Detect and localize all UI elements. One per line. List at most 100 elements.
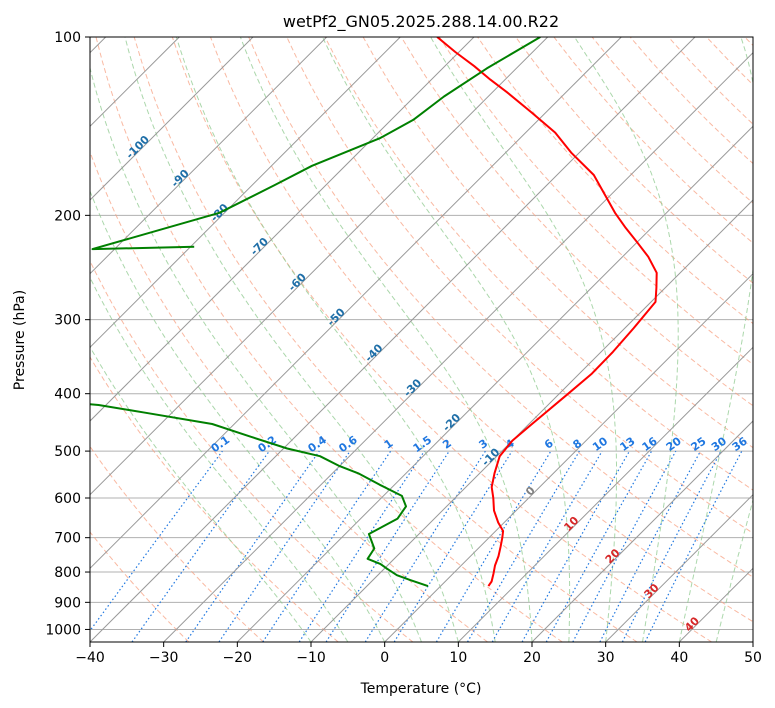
mixing-ratio-line — [185, 450, 320, 642]
x-tick-label: 40 — [670, 650, 688, 666]
dry-adiabats — [90, 37, 753, 642]
isotherm-line — [163, 51, 753, 642]
dewpoint-profile — [90, 403, 429, 588]
mixing-ratio-line — [621, 450, 722, 642]
dry-adiabat-line — [133, 37, 638, 642]
isotherm-label: -20 — [440, 411, 463, 434]
chart-title: wetPf2_GN05.2025.288.14.00.R22 — [283, 12, 559, 32]
dry-adiabat-line — [90, 445, 264, 642]
x-axis: −40 −30 −20 −10 0 10 20 30 40 50 — [75, 642, 762, 666]
dewpoint_upper-profile — [91, 37, 541, 251]
x-tick-label: 20 — [523, 650, 541, 666]
dry-adiabat-line — [744, 37, 753, 47]
dry-adiabat-line — [248, 37, 753, 578]
mixing-ratio-label: 0.6 — [336, 433, 360, 455]
isotherm-label: -50 — [325, 305, 348, 328]
sounding-profiles — [90, 37, 658, 588]
background-grid — [90, 37, 753, 630]
x-tick-label: −30 — [149, 650, 179, 666]
y-tick-label: 400 — [54, 387, 81, 403]
mixing-ratio-label: 1 — [382, 437, 396, 452]
mixing-ratio-line — [466, 450, 580, 642]
mixing-ratio-label: 0.1 — [209, 433, 232, 455]
isotherm-line — [605, 493, 753, 642]
isotherm-line — [531, 420, 753, 642]
mixing-ratio-line — [262, 450, 392, 642]
isotherm-label: -70 — [248, 235, 271, 258]
dry-adiabat-line — [90, 356, 339, 642]
y-tick-label: 900 — [54, 595, 81, 611]
skewed-isotherms — [90, 37, 753, 642]
isotherm-line — [90, 37, 401, 349]
dry-adiabat-line — [210, 37, 753, 623]
dry-adiabat-line — [591, 37, 753, 204]
mixing-ratio-line — [572, 450, 677, 642]
isotherm-line — [678, 567, 753, 642]
moist-adiabat-line — [90, 276, 349, 642]
mixing-ratio-line — [644, 450, 743, 642]
mixing-ratio-line — [131, 450, 270, 642]
mixing-ratio-line — [393, 450, 513, 642]
mixing-ratio-label: 2 — [440, 437, 454, 452]
x-tick-label: −10 — [296, 650, 326, 666]
isotherm-line — [90, 37, 622, 570]
moist-adiabat-line — [322, 37, 571, 642]
x-tick-label: 50 — [744, 650, 762, 666]
moist-adiabat-line — [574, 37, 679, 642]
x-tick-label: 0 — [380, 650, 389, 666]
moist-adiabat-line — [678, 37, 753, 642]
dry-adiabat-line — [668, 37, 753, 125]
mixing-ratio-line — [218, 450, 351, 642]
y-tick-label: 700 — [54, 531, 81, 547]
y-axis: 1000 900 800 700 600 500 400 300 200 100 — [45, 30, 90, 638]
x-tick-label: −20 — [223, 650, 253, 666]
isotherm-line — [236, 125, 753, 642]
y-tick-label: 200 — [54, 208, 81, 224]
dry-adiabat-line — [95, 37, 563, 642]
isotherm-line — [90, 37, 549, 496]
mixing-ratio-line — [298, 450, 425, 642]
isotherm-line — [90, 37, 328, 275]
y-tick-label: 500 — [54, 444, 81, 460]
dry-adiabat-line — [706, 37, 753, 86]
dry-adiabat-line — [90, 531, 190, 642]
dry-adiabat-line — [438, 37, 753, 366]
dry-adiabat-line — [515, 37, 753, 284]
dry-adiabat-line — [171, 37, 712, 642]
isotherm-line — [752, 641, 753, 642]
dry-adiabat-line — [90, 259, 414, 642]
plot-frame — [89, 36, 754, 643]
isotherm-label: 20 — [603, 546, 623, 566]
moist-adiabat-line — [430, 37, 617, 642]
dry-adiabat-line — [90, 150, 488, 642]
y-tick-label: 1000 — [45, 622, 81, 638]
isotherm-line — [310, 199, 753, 642]
isotherm-label: -60 — [286, 270, 309, 293]
moist-adiabat-line — [90, 189, 386, 642]
mixing-ratio-label: 0.4 — [306, 433, 330, 455]
moist-adiabat-line — [715, 498, 753, 642]
isotherm-line — [90, 37, 254, 201]
mixing-ratio-label: 1.5 — [411, 433, 434, 455]
moist-adiabats — [90, 37, 753, 642]
x-tick-label: 30 — [597, 650, 615, 666]
isotherm-label: -30 — [401, 376, 424, 399]
y-axis-label: Pressure (hPa) — [12, 290, 28, 390]
mixing-ratio-lines — [90, 450, 743, 642]
moist-adiabat-line — [239, 37, 533, 642]
mixing-ratio-line — [325, 450, 450, 642]
isotherm-line — [90, 37, 696, 642]
temperature-profile — [436, 37, 658, 587]
x-tick-label: 10 — [449, 650, 467, 666]
isotherm-line — [457, 346, 753, 642]
mixing-ratio-line — [599, 450, 702, 642]
moist-adiabat-line — [90, 345, 312, 642]
y-tick-label: 300 — [54, 313, 81, 329]
isotherm-label: 10 — [561, 514, 581, 534]
y-tick-label: 800 — [54, 565, 81, 581]
plot-area: -100-90-80-70-60-50-40-30-20-10010203040… — [90, 37, 753, 642]
dry-adiabat-line — [324, 37, 753, 491]
isotherm-line — [384, 272, 753, 642]
